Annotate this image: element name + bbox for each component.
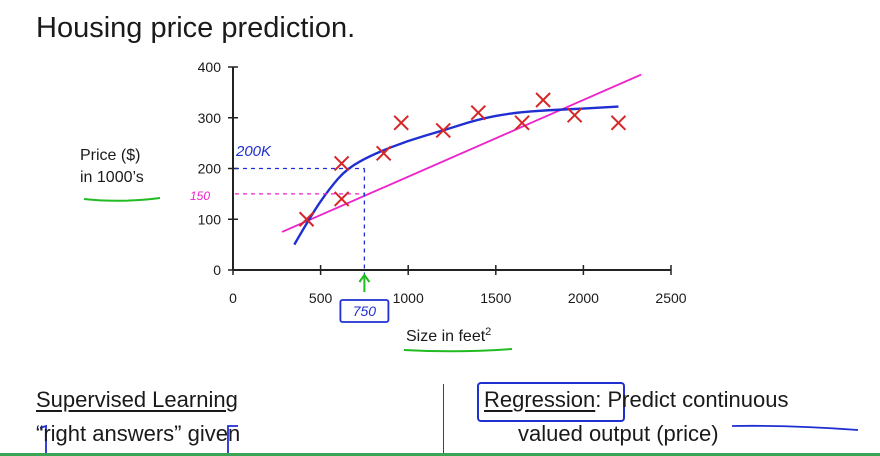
data-point	[333, 155, 350, 172]
magenta-straight-fit	[281, 73, 642, 233]
x-axis-label-sup: 2	[485, 326, 491, 338]
annotation-200k: 200K	[235, 143, 272, 160]
data-point	[535, 92, 551, 108]
data-point	[375, 145, 392, 161]
x-tick-label: 500	[309, 290, 333, 306]
data-point-stroke	[298, 211, 315, 227]
regression-line2: valued output (price)	[518, 421, 719, 446]
data-point	[298, 211, 315, 227]
quote-close-given: ” given	[174, 421, 241, 446]
quote-open: “	[36, 421, 44, 446]
supervised-learning-heading: Supervised Learning	[36, 387, 238, 412]
x-tick-label: 1500	[480, 290, 511, 306]
chart-axes: 0 500 1000 1500 2000 2500 0 100 200 300 400 Size in…	[83, 59, 687, 353]
bottom-edge-bar	[0, 453, 880, 456]
continuous-underline	[731, 424, 859, 431]
slide-title: Housing price prediction.	[36, 12, 356, 44]
data-point-stroke	[514, 115, 530, 131]
x-tick-label: 2500	[655, 290, 686, 306]
data-point	[435, 122, 451, 139]
data-point	[393, 115, 409, 131]
right-answers-text: right answers	[43, 421, 175, 446]
annotation-150: 150	[190, 189, 210, 203]
data-point	[610, 115, 627, 131]
data-point-stroke	[470, 104, 486, 121]
x-axis-label: Size in feet2	[406, 326, 491, 345]
regression-heading: Regression	[484, 387, 596, 412]
y-tick-label: 300	[198, 110, 222, 126]
x-label-underline	[403, 348, 513, 353]
y-label-underline	[83, 197, 161, 202]
guide-lines	[235, 167, 366, 292]
x-tick-label: 2000	[568, 290, 599, 306]
regression-box	[477, 382, 625, 422]
blue-curve-fit	[293, 105, 619, 246]
data-point-stroke	[375, 145, 392, 161]
x-tick-label: 0	[229, 290, 237, 306]
y-axis-label-line2: in 1000’s	[80, 169, 144, 186]
regression-description: : Predict continuous	[595, 387, 789, 412]
y-tick-label: 200	[198, 161, 222, 177]
y-axis-label-line1: Price ($)	[80, 147, 141, 164]
right-answers-bracket-left	[39, 424, 47, 456]
vertical-divider	[443, 384, 444, 456]
arrow-head	[358, 273, 371, 283]
data-points	[298, 92, 627, 227]
data-point	[470, 104, 486, 121]
y-tick-label: 0	[213, 262, 221, 278]
supervised-learning-block: Supervised Learning “right answers” give…	[36, 383, 240, 451]
annotation-750: 750	[353, 303, 377, 319]
data-point-stroke	[610, 115, 627, 131]
y-tick-label: 400	[198, 59, 222, 75]
data-point	[566, 107, 583, 123]
data-point	[514, 115, 530, 131]
right-answers-bracket-right	[227, 425, 238, 456]
regression-block: Regression: Predict continuous valued ou…	[484, 383, 789, 451]
data-point-stroke	[333, 155, 350, 172]
regression-line1: Regression: Predict continuous	[484, 383, 789, 417]
data-point-stroke	[566, 107, 583, 123]
handwritten-annotations: 200K 150 750	[39, 143, 859, 456]
fit-lines	[281, 73, 642, 246]
data-point-stroke	[393, 115, 409, 131]
y-tick-label: 100	[198, 211, 222, 227]
y-axis-label: Price ($) in 1000’s	[80, 145, 144, 189]
box-750	[339, 299, 390, 323]
x-tick-label: 1000	[393, 290, 424, 306]
right-answers-line: “right answers” given	[36, 417, 240, 451]
data-point-stroke	[435, 122, 451, 139]
data-point-stroke	[535, 92, 551, 108]
data-point-stroke	[333, 191, 350, 207]
data-point	[333, 191, 350, 207]
